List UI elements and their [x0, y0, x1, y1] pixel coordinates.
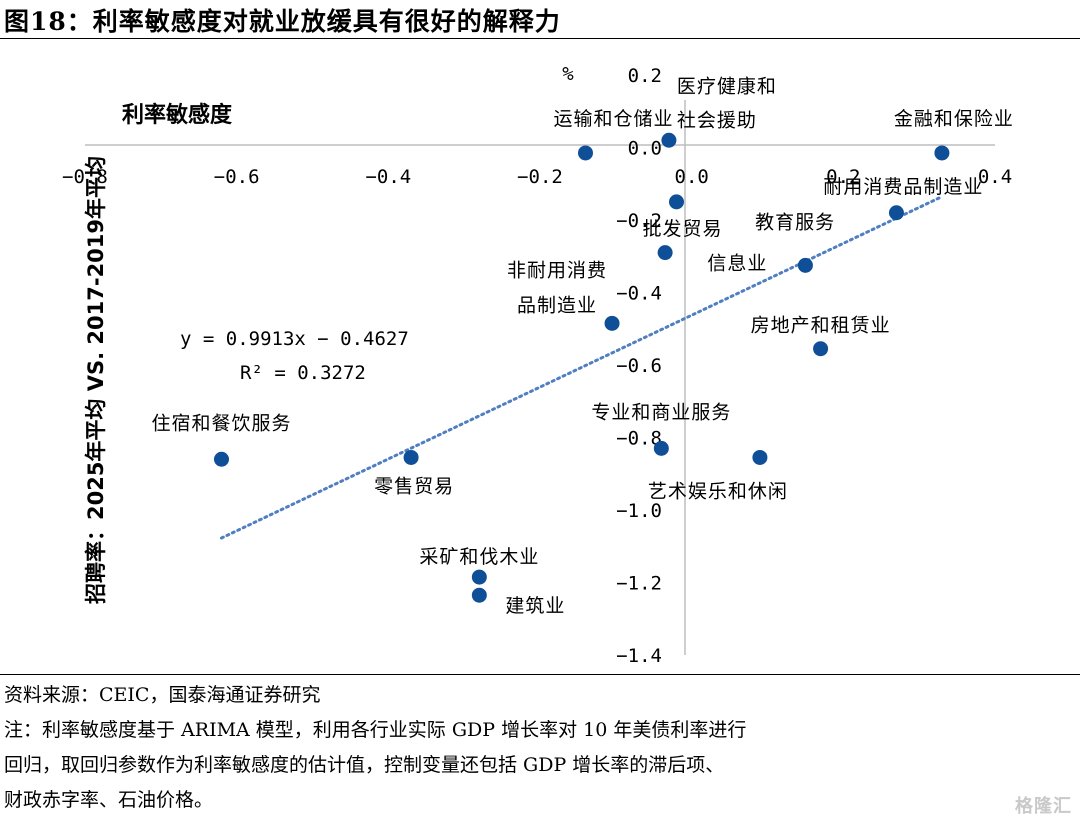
point-label: 批发贸易 [642, 218, 722, 240]
y-tick-label: −0.8 [616, 428, 662, 450]
source-rule [0, 674, 1080, 675]
note-line-1: 注：利率敏感度基于 ARIMA 模型，利用各行业实际 GDP 增长率对 10 年… [4, 719, 747, 741]
y-tick-label: 0.2 [628, 65, 662, 87]
tick-labels: −0.8 −0.6 −0.4 −0.2 0.0 0.2 0.4 0.2 0.0 −0.2 −0.4 −… [62, 65, 1012, 667]
data-point [669, 194, 684, 210]
x-axis-title: 利率敏感度 [122, 102, 233, 128]
trendline-r-squared: R² = 0.3272 [240, 362, 366, 384]
point-label: 采矿和伐木业 [419, 546, 539, 568]
watermark-logo: 格隆汇 [1015, 796, 1072, 817]
source-text: 资料来源：CEIC，国泰海通证券研究 [4, 684, 321, 706]
data-point [888, 205, 904, 221]
note-line-2: 回归，取回归参数作为利率敏感度的估计值，控制变量还包括 GDP 增长率的滞后项、 [4, 754, 725, 776]
y-tick-label: −0.2 [616, 210, 662, 232]
y-tick-label: −1.2 [616, 573, 662, 595]
point-label: 耐用消费品制造业 [823, 176, 983, 198]
note-line-3: 财政赤字率、石油价格。 [4, 789, 214, 811]
data-point [604, 315, 620, 331]
x-tick-label: −0.8 [62, 166, 108, 188]
scatter-chart: −0.8 −0.6 −0.4 −0.2 0.0 0.2 0.4 0.2 0.0 −0.2 −0.4 −… [62, 63, 1014, 667]
x-tick-label: 0.4 [978, 166, 1012, 188]
data-point [797, 257, 813, 273]
point-label: 非耐用消费 [507, 259, 607, 281]
point-label: 住宿和餐饮服务 [151, 412, 291, 434]
data-point [934, 145, 950, 161]
point-label: 教育服务 [755, 212, 835, 234]
x-tick-label: 0.2 [826, 166, 860, 188]
data-point [752, 449, 768, 465]
x-tick-label: −0.6 [214, 166, 260, 188]
point-label: 信息业 [707, 252, 767, 274]
x-tick-label: −0.4 [365, 166, 411, 188]
y-tick-label: −0.6 [616, 355, 662, 377]
data-point [214, 451, 229, 467]
y-tick-label: −1.0 [616, 500, 662, 522]
data-point [661, 132, 677, 148]
y-axis-unit: % [562, 63, 574, 85]
y-tick-label: −1.4 [616, 645, 662, 667]
point-label: 房地产和租赁业 [751, 315, 891, 337]
point-label: 艺术娱乐和休闲 [648, 480, 788, 502]
x-tick-label: −0.2 [517, 166, 563, 188]
data-points [214, 132, 950, 603]
data-point [657, 245, 673, 261]
y-tick-label: 0.0 [628, 138, 662, 160]
point-label: 医疗健康和 [677, 75, 777, 97]
x-tick-label: 0.0 [675, 166, 709, 188]
y-tick-label: −0.4 [616, 283, 662, 305]
point-label: 金融和保险业 [894, 108, 1014, 130]
point-label: 品制造业 [517, 294, 597, 316]
point-label: 零售贸易 [374, 475, 454, 497]
axes [85, 100, 995, 655]
data-point [813, 341, 829, 357]
trendline-group [220, 195, 944, 540]
title-rule [0, 38, 1080, 39]
data-point [578, 145, 593, 161]
figure-title: 图18：利率敏感度对就业放缓具有很好的解释力 [4, 7, 561, 36]
data-point [471, 569, 487, 585]
data-point [653, 440, 669, 456]
data-point [403, 449, 419, 465]
trendline-equation: y = 0.9913x − 0.4627 [180, 328, 409, 350]
y-axis-title: 招聘率：2025年平均 VS. 2017-2019年平均 [84, 156, 108, 604]
trendline [220, 195, 944, 540]
point-label: 社会援助 [677, 109, 757, 131]
point-label: 建筑业 [505, 595, 565, 617]
data-point [471, 587, 487, 603]
point-label: 专业和商业服务 [591, 401, 731, 423]
point-label: 运输和仓储业 [553, 108, 673, 130]
